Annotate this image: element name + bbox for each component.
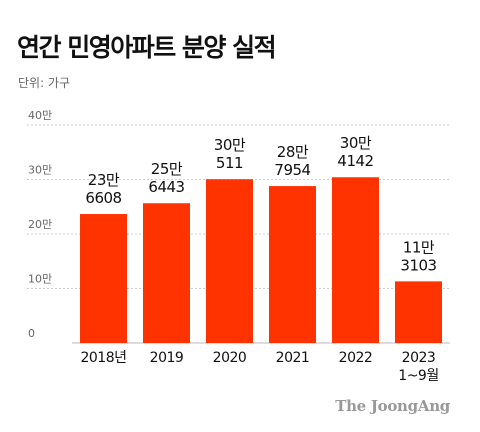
data-label: 4142 [337, 152, 373, 170]
data-label: 30만 [340, 134, 372, 152]
x-tick-label: 2018년 [80, 350, 126, 366]
data-label: 3103 [400, 256, 436, 274]
y-tick-label: 0 [28, 327, 35, 340]
y-tick-label: 40만 [28, 109, 52, 122]
bar-5 [395, 281, 442, 343]
data-label: 511 [216, 154, 243, 172]
y-tick-label: 30만 [28, 164, 52, 177]
y-tick-label: 20만 [28, 218, 52, 231]
data-label: 7954 [274, 161, 310, 179]
unit-label: 단위: 가구 [18, 76, 71, 90]
bars-layer [80, 177, 442, 343]
data-label: 30만 [214, 136, 246, 154]
data-label: 6443 [148, 178, 184, 196]
grid-layer [27, 124, 450, 344]
data-label: 11만 [403, 238, 435, 256]
y-tick-label: 10만 [28, 273, 52, 286]
credit-logo: The JoongAng [335, 397, 450, 415]
x-tick-label: 2021 [276, 350, 310, 366]
x-tick-label: 2023 [402, 350, 436, 366]
x-tick-sublabel: 1~9월 [398, 368, 438, 384]
x-tick-label: 2022 [339, 350, 373, 366]
bar-3 [269, 186, 316, 343]
bar-0 [80, 214, 127, 343]
chart-title: 연간 민영아파트 분양 실적 [17, 33, 277, 62]
x-tick-label: 2020 [213, 350, 247, 366]
data-label: 6608 [85, 189, 121, 207]
bar-1 [143, 203, 190, 343]
bar-4 [332, 177, 379, 343]
data-label: 23만 [88, 171, 120, 189]
bar-2 [206, 179, 253, 343]
data-label: 25만 [151, 160, 183, 178]
labels-layer: 010만20만30만40만23만66082018년25만6443201930만5… [28, 109, 439, 384]
x-tick-label: 2019 [150, 350, 184, 366]
data-label: 28만 [277, 143, 309, 161]
